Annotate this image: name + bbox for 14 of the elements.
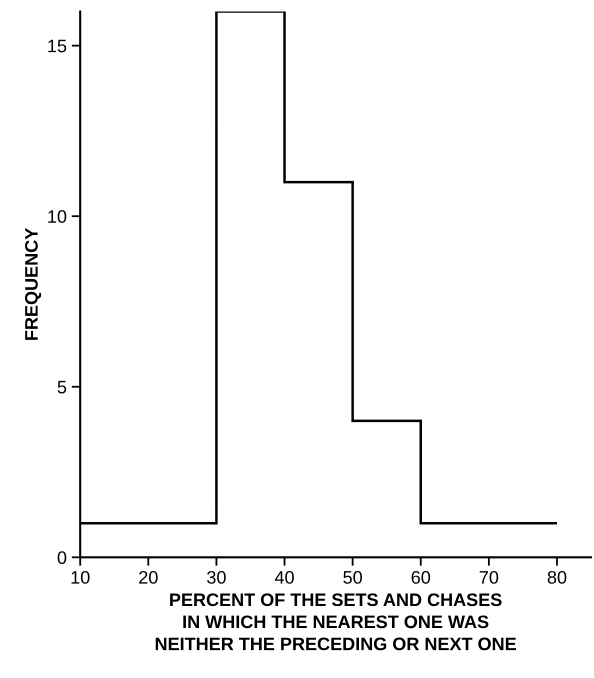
y-tick-label: 5 — [58, 380, 66, 394]
x-tick-label: 30 — [207, 570, 226, 584]
x-tick-label: 70 — [480, 570, 498, 584]
x-tick-label: 50 — [343, 570, 362, 584]
x-tick-label: 80 — [548, 570, 566, 584]
x-tick-label: 40 — [274, 570, 294, 584]
y-tick-label: 15 — [48, 40, 66, 52]
y-axis-title: FREQUENCY — [25, 228, 42, 340]
y-tick-label: 10 — [48, 210, 66, 223]
x-tick-label: 20 — [139, 570, 158, 584]
x-tick-label: 60 — [412, 570, 430, 584]
x-axis-title: PERCENT OF THE SETS AND CHASES IN WHICH THE NEAREST ONE WAS NEITHER THE PRECEDING OR NEXT ONE — [156, 593, 516, 650]
x-tick-label: 10 — [72, 570, 90, 584]
y-tick-label: 0 — [58, 551, 66, 564]
